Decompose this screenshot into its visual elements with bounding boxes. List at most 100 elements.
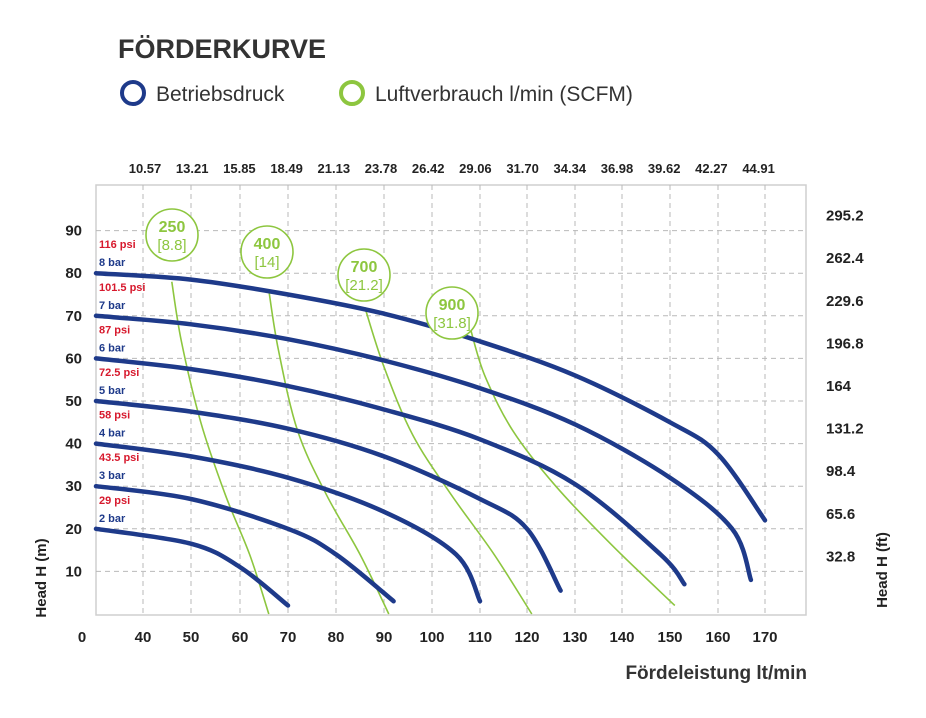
y-right-tick-label: 98.4 [826, 463, 856, 480]
y-tick-label: 10 [65, 563, 82, 580]
y-tick-label: 50 [65, 393, 82, 410]
air-consumption-markers: 250[8.8] 400[14] 700[21.2] 900[31.8] [145, 208, 479, 340]
air-marker-scfm: [14] [254, 254, 279, 271]
x-tick-label: 110 [468, 629, 492, 646]
pressure-curve [93, 441, 483, 604]
y-right-tick-label: 65.6 [826, 506, 855, 523]
y-right-tick-label: 32.8 [826, 548, 855, 565]
x-tick-label: 90 [376, 629, 393, 646]
legend-label-air: Luftverbrauch l/min (SCFM) [375, 83, 633, 106]
x-top-tick-label: 42.27 [695, 161, 728, 176]
x-tick-label: 100 [419, 629, 444, 646]
pressure-curve [93, 270, 768, 523]
psi-label: 58 psi [99, 410, 130, 422]
x-tick-label: 50 [183, 629, 200, 646]
air-marker-scfm: [31.8] [433, 315, 471, 332]
legend-label-pressure: Betriebsdruck [156, 83, 285, 106]
y-tick-label: 90 [65, 223, 82, 240]
x-top-tick-label: 39.62 [648, 161, 681, 176]
legend: Betriebsdruck Luftverbrauch l/min (SCFM) [120, 80, 633, 106]
bar-label: 4 bar [99, 428, 126, 440]
x-tick-label: 120 [514, 629, 539, 646]
y-axis-right-label: Head H (ft) [874, 532, 891, 608]
bar-label: 6 bar [99, 342, 126, 354]
y-right-tick-label: 196.8 [826, 335, 864, 352]
air-line [171, 281, 270, 615]
air-marker-value: 250 [159, 219, 186, 236]
psi-label: 101.5 psi [99, 282, 145, 294]
y-right-tick-label: 131.2 [826, 421, 864, 438]
x-tick-label: 170 [752, 629, 777, 646]
pressure-curve [93, 526, 291, 608]
pressure-curve [93, 356, 687, 587]
x-tick-label: 130 [562, 629, 587, 646]
y-tick-label: 30 [65, 478, 82, 495]
air-marker-value: 900 [439, 297, 466, 314]
x-tick-label: 140 [609, 629, 634, 646]
air-marker-circle [425, 286, 479, 340]
x-tick-label: 160 [705, 629, 730, 646]
x-top-tick-label: 29.06 [459, 161, 492, 176]
bar-label: 5 bar [99, 385, 126, 397]
pressure-curve [93, 313, 754, 583]
legend-swatch-pressure [120, 80, 146, 106]
x-top-tick-label: 26.42 [412, 161, 445, 176]
y-right-tick-label: 164 [826, 378, 852, 395]
chart-title: FÖRDERKURVE [118, 34, 326, 64]
x-top-tick-label: 21.13 [318, 161, 351, 176]
x-tick-label: 60 [232, 629, 249, 646]
bar-label: 7 bar [99, 300, 126, 312]
psi-label: 29 psi [99, 495, 130, 507]
y-right-tick-label: 295.2 [826, 208, 864, 225]
x-axis-ticks: 0 40 50 60 70 80 90 100 110 120 130 140 150 160 170 [78, 629, 778, 646]
bar-label: 2 bar [99, 513, 126, 525]
y-tick-label: 70 [65, 308, 82, 325]
air-line [364, 307, 533, 615]
psi-label: 116 psi [99, 239, 136, 251]
air-marker-circle [337, 248, 391, 302]
y-tick-label: 20 [65, 521, 82, 538]
bar-label: 3 bar [99, 470, 126, 482]
x-tick-label: 40 [135, 629, 152, 646]
x-top-tick-label: 31.70 [506, 161, 539, 176]
y-axis-label: Head H (m) [33, 538, 50, 617]
psi-label: 72.5 psi [99, 367, 139, 379]
psi-label: 43.5 psi [99, 452, 139, 464]
x-top-tick-label: 44.91 [742, 161, 775, 176]
pressure-lines [93, 270, 768, 608]
x-top-tick-label: 23.78 [365, 161, 398, 176]
air-marker-value: 700 [351, 259, 378, 276]
x-tick-label: 70 [280, 629, 297, 646]
air-marker-circle [145, 208, 199, 262]
pressure-labels: 29 psi 2 bar 43.5 psi 3 bar 58 psi 4 bar 72.5 … [99, 239, 145, 525]
x-tick-label: 80 [328, 629, 345, 646]
y-right-tick-label: 262.4 [826, 250, 864, 267]
x-top-tick-label: 36.98 [601, 161, 634, 176]
x-axis-label: Fördeleistung lt/min [625, 663, 807, 684]
psi-label: 87 psi [99, 324, 130, 336]
x-top-tick-label: 13.21 [176, 161, 209, 176]
bar-label: 8 bar [99, 257, 126, 269]
pressure-curve [93, 398, 563, 593]
x-top-tick-label: 18.49 [270, 161, 303, 176]
y-axis-right-ticks: 32.8 65.6 98.4 131.2 164 196.8 229.6 262.4 295.2 [826, 208, 864, 566]
x-tick-label: 0 [78, 629, 86, 646]
y-right-tick-label: 229.6 [826, 293, 864, 310]
x-top-tick-label: 15.85 [223, 161, 256, 176]
x-tick-label: 150 [657, 629, 682, 646]
pressure-curve [93, 483, 396, 604]
plot-frame [95, 184, 807, 616]
y-tick-label: 40 [65, 436, 82, 453]
y-axis-ticks: 10 20 30 40 50 60 70 80 90 [65, 223, 82, 581]
air-line [469, 328, 676, 607]
air-line [268, 290, 390, 615]
air-marker-scfm: [21.2] [345, 277, 383, 294]
legend-swatch-air [339, 80, 365, 106]
air-marker-scfm: [8.8] [157, 237, 186, 254]
x-axis-top-ticks: 10.57 13.21 15.85 18.49 21.13 23.78 26.42 29.06… [129, 161, 775, 176]
y-tick-label: 80 [65, 265, 82, 282]
x-top-tick-label: 34.34 [554, 161, 587, 176]
x-top-tick-label: 10.57 [129, 161, 162, 176]
y-tick-label: 60 [65, 350, 82, 367]
